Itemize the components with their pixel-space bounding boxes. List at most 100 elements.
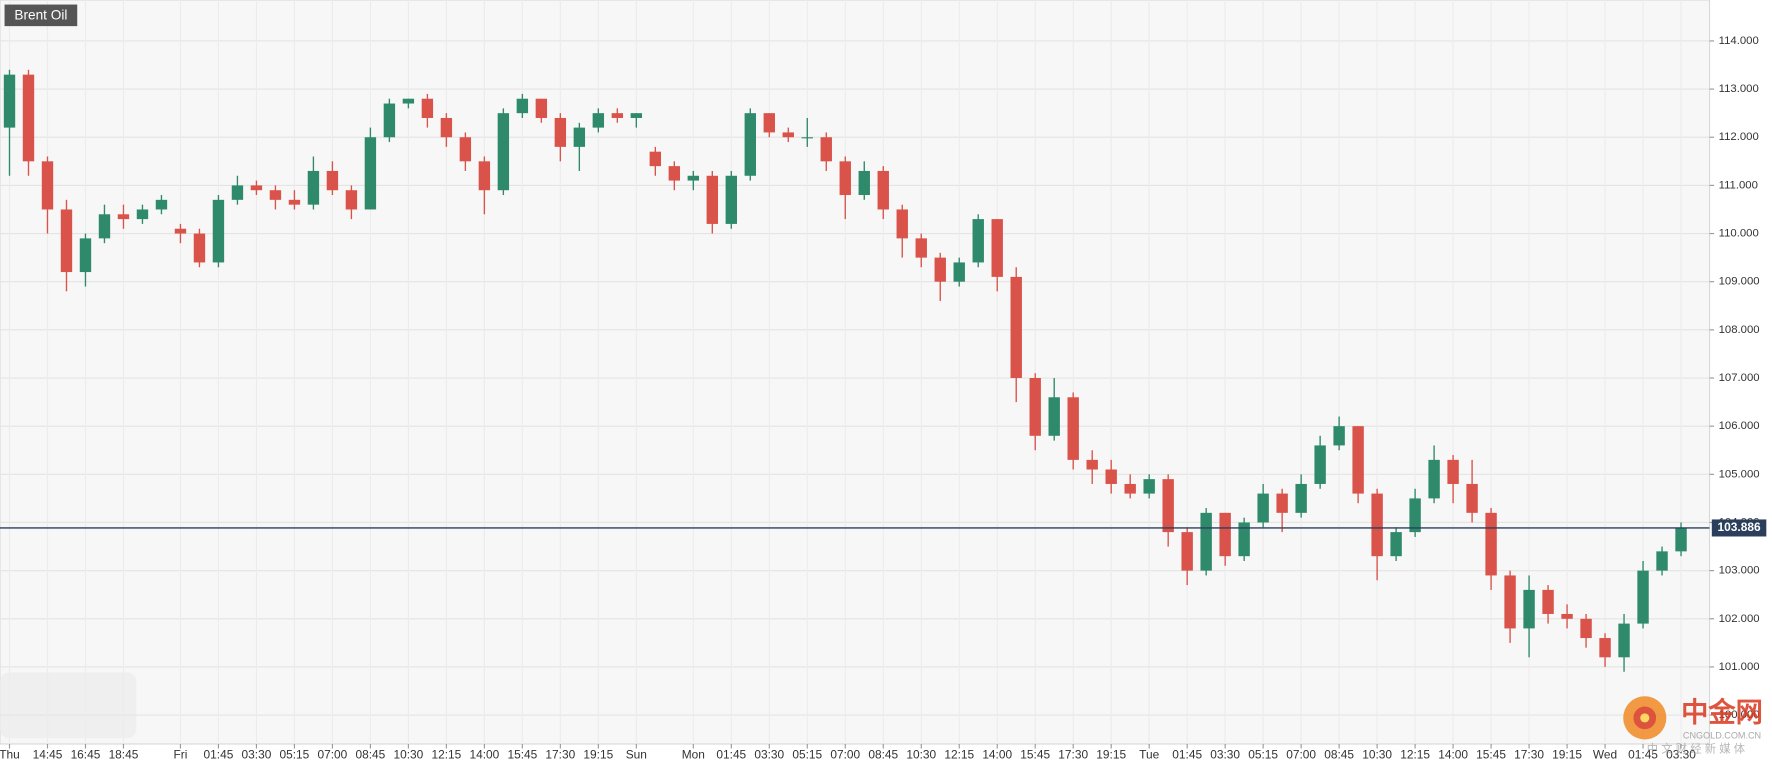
x-tick-label: 10:30: [393, 748, 423, 762]
y-tick-label: 108.000: [1719, 324, 1760, 336]
chart-title: Brent Oil: [14, 7, 67, 22]
candle-body: [1504, 575, 1516, 629]
candle-body: [402, 98, 415, 104]
y-tick-label: 107.000: [1719, 372, 1760, 384]
x-tick-label: 19:15: [1552, 748, 1582, 762]
candle-body: [896, 209, 908, 239]
candle-body: [1428, 459, 1440, 499]
candle-body: [250, 185, 263, 191]
candle-body: [877, 170, 889, 210]
x-tick-label: Fri: [174, 748, 188, 762]
candle-body: [535, 98, 548, 118]
candle-body: [953, 262, 965, 282]
candle-body: [1352, 426, 1364, 494]
candle-body: [1409, 498, 1421, 533]
candle-body: [1105, 469, 1117, 484]
candle-body: [972, 219, 984, 263]
candle-body: [307, 170, 320, 205]
candle-body: [1314, 445, 1326, 484]
x-tick-label: 08:45: [868, 748, 898, 762]
candle-body: [763, 113, 775, 133]
candle-body: [345, 190, 358, 210]
last-price-box: [1711, 519, 1767, 537]
candle-body: [839, 161, 851, 196]
candle-body: [687, 175, 700, 181]
candle-body: [174, 228, 187, 234]
x-tick-label: Wed: [1593, 748, 1617, 762]
candle-body: [611, 113, 624, 118]
candle-body: [497, 113, 510, 191]
x-tick-label: Mon: [682, 748, 705, 762]
candle-body: [212, 199, 225, 263]
candle-body: [1542, 589, 1554, 614]
x-tick-label: 12:15: [431, 748, 461, 762]
candle-body: [668, 166, 681, 181]
watermark-slogan: 中 文 财 经 新 媒 体: [1647, 742, 1746, 756]
y-tick-label: 112.000: [1719, 131, 1759, 143]
x-tick-label: 17:30: [545, 748, 575, 762]
candle-body: [592, 113, 605, 128]
candle-body: [22, 74, 35, 162]
candle-body: [364, 137, 377, 210]
candle-body: [1523, 589, 1535, 629]
candle-body: [440, 117, 453, 138]
candle-body: [1067, 397, 1079, 460]
candle-body: [1086, 459, 1098, 470]
x-tick-label: 14:00: [1438, 748, 1468, 762]
candle-body: [1200, 512, 1212, 571]
candle-body: [478, 161, 491, 191]
candle-body: [41, 161, 54, 210]
candle-body: [554, 117, 567, 147]
candle-body: [801, 137, 813, 139]
x-tick-label: 07:00: [318, 748, 348, 762]
x-tick-label: 15:45: [507, 748, 537, 762]
y-tick-label: 105.000: [1719, 468, 1760, 480]
candle-body: [1656, 551, 1668, 571]
candle-body: [744, 113, 756, 176]
candle-body: [1485, 512, 1497, 576]
x-tick-label: 01:45: [1628, 748, 1658, 762]
x-tick-label: 07:00: [1286, 748, 1316, 762]
candle-body: [820, 137, 832, 162]
candle-body: [79, 238, 92, 273]
candle-body: [117, 214, 130, 220]
candle-body: [1295, 483, 1307, 513]
x-tick-label: 01:45: [716, 748, 746, 762]
x-tick-label: 07:00: [830, 748, 860, 762]
candle-body: [1580, 618, 1592, 639]
x-tick-label: 16:45: [71, 748, 101, 762]
y-tick-label: 114.000: [1719, 35, 1759, 47]
x-tick-label: 05:15: [792, 748, 822, 762]
candle-body: [1238, 522, 1250, 557]
x-tick-label: 01:45: [1172, 748, 1202, 762]
x-tick-label: 14:45: [33, 748, 63, 762]
candle-body: [1219, 512, 1231, 557]
candle-body: [1048, 397, 1060, 436]
y-tick-label: 109.000: [1719, 276, 1760, 288]
candle-body: [155, 199, 168, 210]
candle-body: [1637, 570, 1649, 624]
x-tick-label: 14:00: [469, 748, 499, 762]
candle-body: [1466, 483, 1478, 513]
candle-body: [858, 170, 870, 196]
candle-body: [326, 170, 339, 191]
candle-body: [649, 151, 662, 167]
candle-body: [991, 219, 1003, 277]
y-tick-label: 106.000: [1719, 420, 1760, 432]
x-tick-label: 08:45: [355, 748, 385, 762]
x-tick-label: 15:45: [1476, 748, 1506, 762]
candle-body: [1618, 623, 1630, 658]
x-tick-label: 10:30: [906, 748, 936, 762]
candle-body: [630, 113, 643, 118]
logo-core: [1640, 713, 1650, 723]
watermark-site: CNGOLD.COM.CN: [1683, 730, 1761, 740]
x-tick-label: 12:15: [944, 748, 974, 762]
candle-body: [1124, 483, 1136, 494]
candle-body: [60, 209, 73, 273]
candle-body: [1447, 459, 1459, 484]
candle-body: [706, 175, 719, 224]
candle-body: [136, 209, 149, 220]
watermark-name: 中金网: [1681, 697, 1763, 728]
x-tick-label: 12:15: [1400, 748, 1430, 762]
